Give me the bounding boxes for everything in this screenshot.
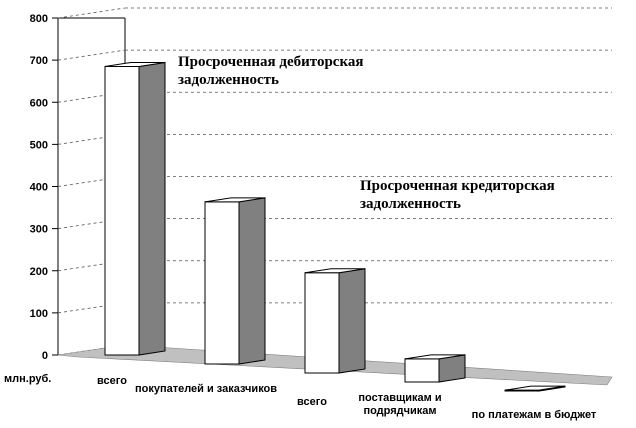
gridline-left-wall (57, 7, 126, 19)
annotation-payables: Просроченная кредиторская задолженность (360, 178, 559, 212)
category-label: покупателей и заказчиков (135, 383, 277, 395)
y-tick-label: 600 (30, 97, 48, 109)
category-labels: всего покупателей и заказчиков всего постав… (97, 375, 597, 421)
bar (504, 385, 566, 392)
bar-front-face (404, 358, 440, 383)
category-label: всего (97, 375, 127, 387)
bar-top-face (104, 61, 166, 67)
y-tick-label: 500 (30, 139, 48, 151)
y-unit-label: млн.руб. (4, 373, 51, 385)
bars (104, 61, 566, 392)
y-tick-label: 700 (30, 55, 48, 67)
y-tick-label: 200 (30, 266, 48, 278)
category-label-line: по платежам в бюджет (472, 409, 597, 421)
bar (204, 197, 266, 365)
y-tick-label: 0 (42, 350, 48, 362)
bar-side-face (238, 197, 266, 365)
bar (104, 61, 166, 356)
annotation-payables-line-1: Просроченная кредиторская (360, 178, 555, 194)
annotation-receivables-line-1: Просроченная дебиторская (178, 54, 363, 70)
category-label-line: всего (297, 396, 327, 408)
y-tick-label: 800 (30, 13, 48, 25)
bar-top-face (204, 197, 266, 203)
category-label: по платежам в бюджет (472, 409, 597, 421)
bar-top-face (504, 385, 566, 391)
category-label-line: всего (97, 375, 127, 387)
annotation-receivables: Просроченная дебиторская задолженность (178, 54, 367, 88)
category-label: поставщикам и подрядчикам (358, 392, 441, 417)
bar-top-face (304, 268, 366, 274)
category-label-line: покупателей и заказчиков (135, 383, 277, 395)
y-tick-label: 100 (30, 308, 48, 320)
y-tick-label: 300 (30, 224, 48, 236)
bar-side-face (438, 354, 466, 383)
y-tick-labels: 0 100 200 300 400 500 600 700 800 (30, 13, 58, 362)
y-tick-label: 400 (30, 182, 48, 194)
bar-front-face (304, 272, 340, 374)
category-label: всего (297, 396, 327, 408)
bar-side-face (338, 268, 366, 374)
bar (304, 268, 366, 374)
bar-front-face (104, 65, 140, 356)
bar (404, 354, 466, 383)
annotation-payables-line-2: задолженность (360, 196, 461, 212)
annotation-receivables-line-2: задолженность (178, 72, 279, 88)
category-label-line: поставщикам и (358, 392, 441, 404)
gridline-left-wall (57, 49, 126, 61)
category-label-line: подрядчикам (363, 405, 436, 417)
bar-top-face (404, 354, 466, 360)
bar-front-face (204, 201, 240, 365)
bar-side-face (138, 61, 166, 356)
